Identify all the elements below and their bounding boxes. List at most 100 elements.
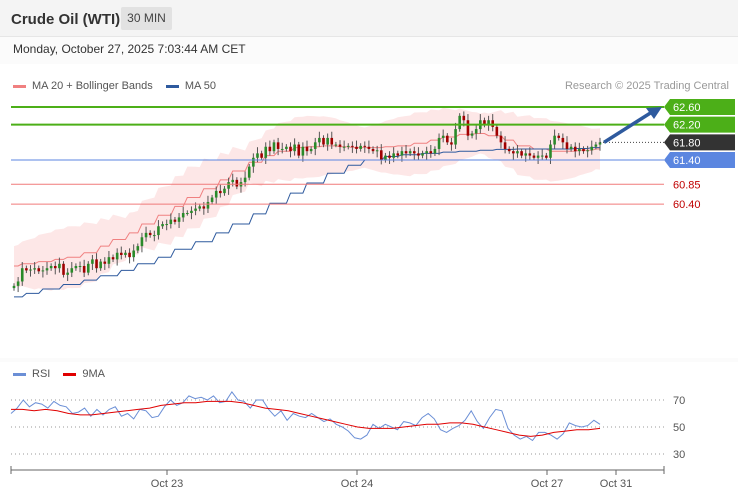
projection-arrow xyxy=(603,110,653,144)
candle-body xyxy=(297,144,301,156)
candle-body xyxy=(429,151,433,154)
candle-body xyxy=(326,137,329,145)
candle-body xyxy=(520,151,523,156)
candle-body xyxy=(549,144,552,158)
candle-body xyxy=(367,146,371,149)
candle-body xyxy=(210,197,214,202)
level-label-62.60: 62.60 xyxy=(673,102,701,114)
level-label-61.40: 61.40 xyxy=(673,155,701,167)
candle-body xyxy=(82,266,86,273)
candle-body xyxy=(111,257,115,260)
level-tag-62.20 xyxy=(664,116,735,133)
candle-body xyxy=(280,148,284,150)
candle-body xyxy=(375,150,379,152)
legend-swatch-ma20 xyxy=(13,84,26,88)
candle-body xyxy=(62,263,65,275)
candle-body xyxy=(392,153,395,158)
candle-body xyxy=(186,213,189,214)
candle-body xyxy=(45,268,49,271)
candle-body xyxy=(441,135,445,138)
candle-body xyxy=(598,142,602,145)
timeframe-badge[interactable]: 30 MIN xyxy=(121,7,172,30)
candle-body xyxy=(351,145,354,147)
candle-body xyxy=(206,201,210,209)
candle-body xyxy=(545,155,548,158)
candle-body xyxy=(91,259,94,264)
candle-body xyxy=(169,219,173,225)
rsi-tick-70: 70 xyxy=(673,395,685,407)
candle-body xyxy=(338,144,342,147)
candle-body xyxy=(153,235,156,237)
candle-body xyxy=(119,252,123,255)
candle-body xyxy=(561,137,565,143)
candle-body xyxy=(198,206,202,209)
candle-body xyxy=(285,146,288,149)
candle-body xyxy=(578,148,581,152)
candle-body xyxy=(524,153,528,156)
ma50-line xyxy=(14,147,600,298)
candle-body xyxy=(458,115,461,130)
candle-body xyxy=(16,281,20,286)
candle-body xyxy=(417,153,420,156)
candle-body xyxy=(305,146,309,152)
candle-body xyxy=(276,142,280,149)
candle-body xyxy=(140,237,144,247)
projection-arrowhead xyxy=(646,107,662,119)
candle-body xyxy=(491,120,495,127)
candle-body xyxy=(433,148,437,154)
legend-swatch-9ma xyxy=(63,372,77,376)
candle-body xyxy=(404,151,408,154)
candle-body xyxy=(483,120,486,125)
candle-body xyxy=(408,151,412,154)
x-tick-label: Oct 27 xyxy=(531,478,563,490)
candle-body xyxy=(103,261,107,264)
candle-body xyxy=(412,151,416,154)
legend-item-ma50: MA 50 xyxy=(165,80,216,92)
candle-body xyxy=(99,261,102,269)
candle-body xyxy=(565,142,569,149)
candle-body xyxy=(243,177,247,183)
x-tick-label: Oct 24 xyxy=(341,478,373,490)
candle-body xyxy=(173,219,177,222)
candle-body xyxy=(53,266,57,269)
candle-body xyxy=(301,146,305,156)
rsi-line xyxy=(10,391,601,442)
candle-body xyxy=(474,129,478,134)
candle-body xyxy=(33,268,36,270)
candle-body xyxy=(573,146,577,152)
candle-body xyxy=(86,263,90,273)
candle-body xyxy=(437,137,441,149)
candle-body xyxy=(268,146,272,152)
candle-body xyxy=(128,252,131,258)
x-tick-label: Oct 31 xyxy=(600,478,632,490)
candle-body xyxy=(342,146,346,148)
candle-body xyxy=(136,246,140,251)
candle-body xyxy=(107,257,111,264)
candle-body xyxy=(20,268,24,282)
legend-label-rsi: RSI xyxy=(32,368,51,380)
candle-body xyxy=(289,146,292,152)
candle-body xyxy=(272,142,276,152)
candle-body xyxy=(214,190,218,198)
candle-body xyxy=(144,232,148,238)
candle-body xyxy=(313,142,317,149)
legend-swatch-ma50 xyxy=(165,84,179,88)
candle-body xyxy=(29,269,32,271)
candle-body xyxy=(124,252,127,255)
candle-body xyxy=(384,155,387,160)
candle-body xyxy=(466,120,470,136)
candle-body xyxy=(594,144,598,147)
candle-body xyxy=(346,145,350,147)
research-credit: Research © 2025 Trading Central xyxy=(564,80,729,92)
candle-body xyxy=(115,252,119,260)
candle-body xyxy=(371,148,375,152)
candle-body xyxy=(425,151,428,154)
level-label-60.85: 60.85 xyxy=(673,179,701,191)
legend-item-rsi: RSI xyxy=(13,368,50,380)
price-panel xyxy=(0,64,738,358)
candle-body xyxy=(532,155,536,158)
level-label-61.80: 61.80 xyxy=(673,137,701,149)
candle-body xyxy=(95,259,98,269)
legend-item-9ma: 9MA xyxy=(63,368,105,380)
